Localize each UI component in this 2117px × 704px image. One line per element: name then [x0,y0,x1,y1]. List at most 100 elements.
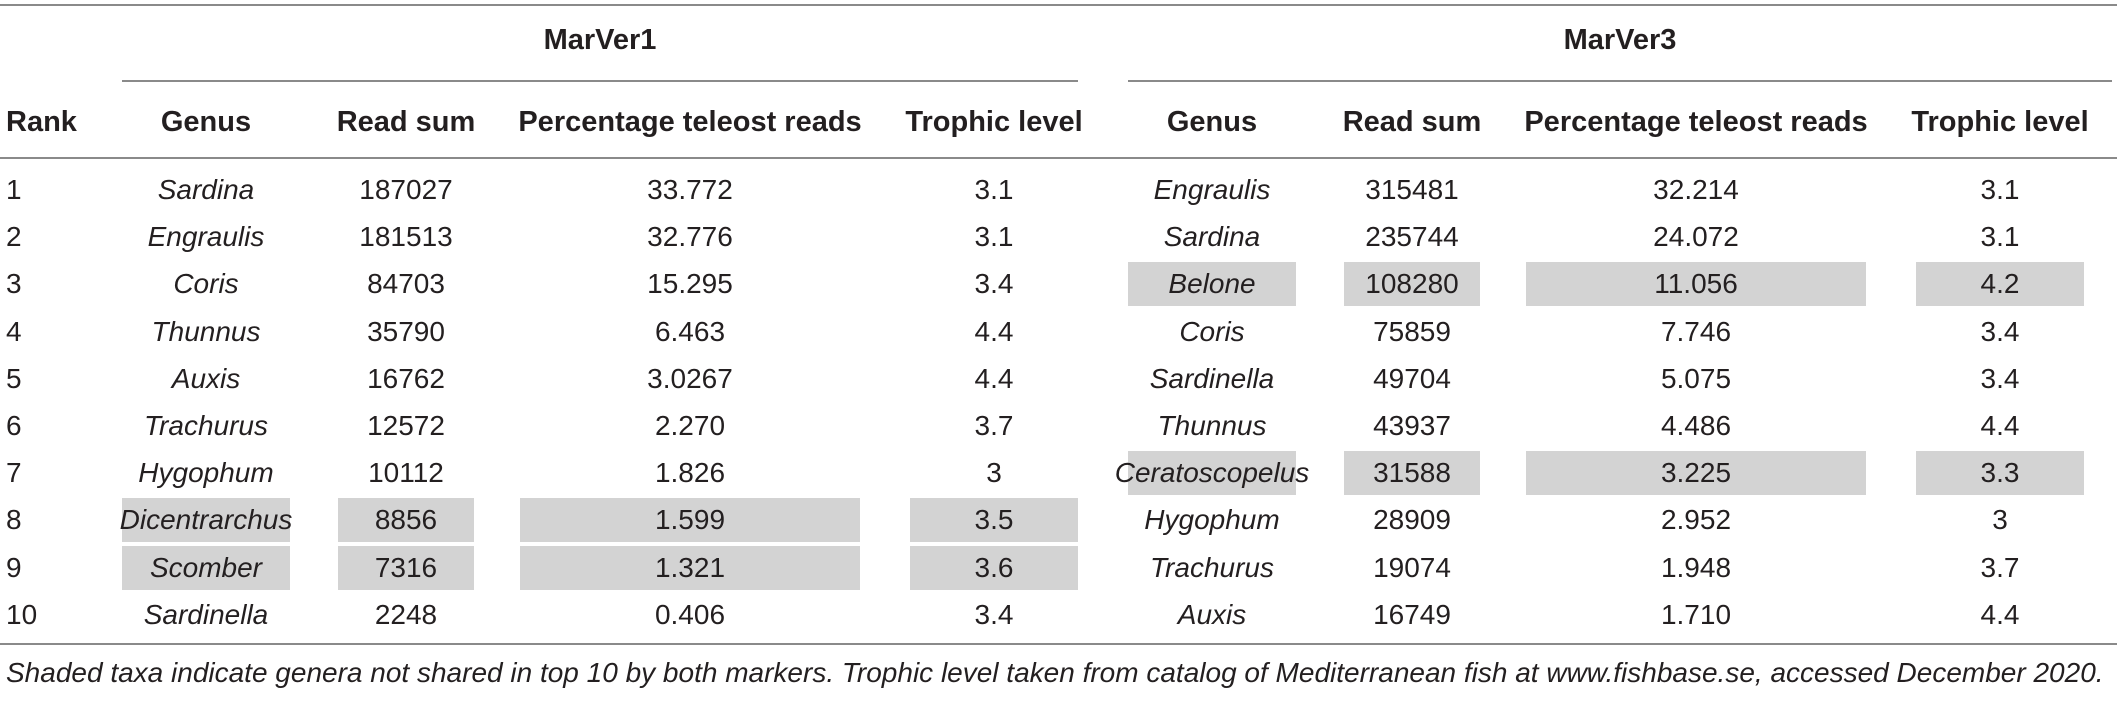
percentage-cell: 1.710 [1660,599,1732,630]
percentage-cell: 2.270 [654,410,726,441]
genus-cell: Thunnus [1157,410,1267,441]
trophic-cell: 3.7 [974,410,1014,441]
genus-cell: Sardina [157,174,255,205]
rank-cell: 8 [6,504,22,535]
genus-cell: Auxis [1177,599,1247,630]
genus-cell: Coris [173,268,239,299]
genus-cell: Trachurus [1150,552,1274,583]
header-read-sum-m3: Read sum [1342,105,1482,138]
trophic-cell: 3.1 [1980,221,2020,252]
trophic-cell: 3.4 [974,599,1014,630]
read-sum-cell: 35790 [367,316,445,347]
percentage-cell: 3.225 [1526,451,1866,495]
rank-cell: 9 [6,552,22,583]
rank-cell: 5 [6,363,22,394]
read-sum-cell: 31588 [1344,451,1480,495]
percentage-cell: 3.0267 [647,363,733,394]
trophic-cell: 3.5 [910,498,1078,542]
percentage-cell: 1.321 [520,546,860,590]
header-percentage-m1: Percentage teleost reads [518,105,862,138]
trophic-cell: 3 [986,457,1002,488]
genus-cell: Ceratoscopelus [1115,451,1309,495]
rank-cell: 1 [6,174,22,205]
group-header-marver3: MarVer3 [1563,23,1677,56]
read-sum-cell: 75859 [1373,316,1451,347]
genus-cell: Auxis [171,363,241,394]
trophic-cell: 3.1 [1980,174,2020,205]
read-sum-cell: 10112 [368,457,444,488]
read-sum-cell: 8856 [338,498,474,542]
read-sum-cell: 19074 [1373,552,1451,583]
genus-cell: Thunnus [151,316,261,347]
trophic-cell: 3.4 [1980,363,2020,394]
read-sum-cell: 43937 [1373,410,1451,441]
read-sum-cell: 108280 [1344,262,1480,306]
percentage-cell: 7.746 [1660,316,1732,347]
trophic-cell: 4.4 [974,316,1014,347]
percentage-cell: 0.406 [654,599,726,630]
header-rule [0,157,2117,159]
percentage-cell: 32.776 [647,221,733,252]
read-sum-cell: 84703 [367,268,445,299]
header-genus-m1: Genus [160,105,252,138]
percentage-cell: 5.075 [1660,363,1732,394]
genus-cell: Hygophum [1144,504,1280,535]
trophic-cell: 4.4 [1980,410,2020,441]
read-sum-cell: 49704 [1373,363,1451,394]
rank-cell: 10 [6,599,38,630]
rank-cell: 7 [6,457,22,488]
group-rule-marver3 [1128,80,2112,82]
percentage-cell: 24.072 [1653,221,1739,252]
genus-cell: Trachurus [144,410,268,441]
trophic-cell: 3.1 [974,221,1014,252]
rank-cell: 3 [6,268,22,299]
trophic-cell: 3.1 [974,174,1014,205]
read-sum-cell: 16749 [1373,599,1451,630]
header-percentage-m3: Percentage teleost reads [1524,105,1868,138]
read-sum-cell: 235744 [1365,221,1459,252]
trophic-cell: 4.4 [974,363,1014,394]
genus-cell: Hygophum [138,457,274,488]
header-trophic-m1: Trophic level [905,105,1083,138]
genus-cell: Sardinella [1149,363,1275,394]
read-sum-cell: 181513 [359,221,453,252]
trophic-cell: 3 [1992,504,2008,535]
read-sum-cell: 28909 [1373,504,1451,535]
percentage-cell: 6.463 [654,316,726,347]
trophic-cell: 3.6 [910,546,1078,590]
read-sum-cell: 2248 [374,599,438,630]
genus-cell: Dicentrarchus [120,498,292,542]
trophic-cell: 3.4 [1980,316,2020,347]
rank-cell: 6 [6,410,22,441]
trophic-cell: 4.4 [1980,599,2020,630]
percentage-cell: 1.948 [1660,552,1732,583]
group-rule-marver1 [122,80,1078,82]
header-trophic-m3: Trophic level [1911,105,2089,138]
percentage-cell: 32.214 [1653,174,1739,205]
table-footnote: Shaded taxa indicate genera not shared i… [6,657,2104,688]
percentage-cell: 1.599 [520,498,860,542]
percentage-cell: 33.772 [647,174,733,205]
header-genus-m3: Genus [1166,105,1258,138]
percentage-cell: 1.826 [654,457,726,488]
genus-cell: Engraulis [1153,174,1271,205]
read-sum-cell: 16762 [367,363,445,394]
trophic-cell: 3.7 [1980,552,2020,583]
rank-cell: 2 [6,221,22,252]
rank-cell: 4 [6,316,22,347]
bottom-rule [0,643,2117,645]
percentage-cell: 15.295 [647,268,733,299]
header-read-sum-m1: Read sum [336,105,476,138]
genus-cell: Scomber [122,546,290,590]
genus-cell: Engraulis [147,221,265,252]
read-sum-cell: 315481 [1365,174,1459,205]
genus-cell: Coris [1179,316,1245,347]
top-rule [0,4,2117,6]
trophic-cell: 3.4 [974,268,1014,299]
genus-cell: Sardinella [143,599,269,630]
genus-cell: Sardina [1163,221,1261,252]
header-rank: Rank [6,105,77,138]
trophic-cell: 4.2 [1916,262,2084,306]
percentage-cell: 2.952 [1660,504,1732,535]
genus-cell: Belone [1128,262,1296,306]
